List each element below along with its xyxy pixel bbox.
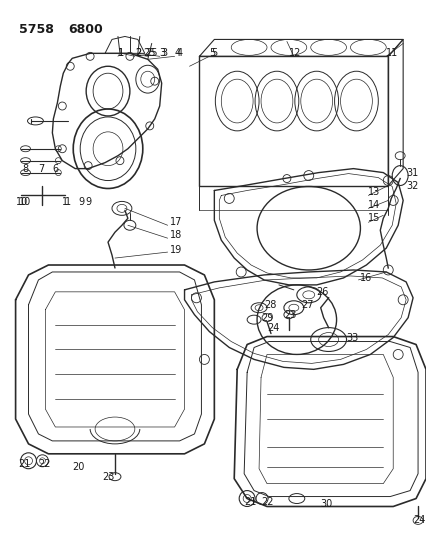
Text: 10: 10 [15,197,28,207]
Text: 22: 22 [39,459,51,469]
Text: 24: 24 [413,515,425,526]
Text: 22: 22 [261,497,273,506]
Text: 14: 14 [369,200,380,211]
Text: 31: 31 [406,167,419,177]
Text: 11: 11 [386,49,398,58]
Text: 15: 15 [369,213,381,223]
Text: 26: 26 [317,287,329,297]
Text: 16: 16 [360,273,373,283]
Text: 21: 21 [18,459,31,469]
Text: 24: 24 [267,322,279,333]
Text: 18: 18 [169,230,182,240]
Text: 21: 21 [244,497,256,506]
Text: 12: 12 [289,49,301,58]
Text: 23: 23 [102,472,114,482]
Text: 2: 2 [135,49,141,58]
Text: 25: 25 [143,49,155,58]
Text: 6800: 6800 [68,23,103,36]
Text: 5: 5 [209,49,216,58]
Text: 23: 23 [284,310,296,320]
Text: 8: 8 [23,164,29,174]
Text: 4: 4 [177,49,183,58]
Text: 5758: 5758 [18,23,54,36]
Text: 1: 1 [118,49,124,58]
Text: 27: 27 [301,300,313,310]
Text: 30: 30 [321,498,333,508]
Text: 1: 1 [62,197,68,207]
Text: 9: 9 [85,197,91,207]
Text: 10: 10 [18,197,31,207]
Text: 32: 32 [406,181,419,190]
Text: 2: 2 [135,49,141,58]
Text: 1: 1 [118,49,124,58]
Text: 33: 33 [347,333,359,343]
Text: 19: 19 [169,245,182,255]
Text: 25: 25 [145,49,157,58]
Text: 13: 13 [369,188,380,197]
Text: 17: 17 [169,217,182,227]
Text: 6: 6 [52,164,59,174]
Text: 20: 20 [72,462,85,472]
Text: 28: 28 [264,300,276,310]
Text: 1: 1 [65,197,71,207]
Text: 29: 29 [261,313,273,322]
Text: 3: 3 [162,49,168,58]
Text: 3: 3 [160,49,166,58]
Text: 4: 4 [175,49,181,58]
Text: 5: 5 [211,49,217,58]
Text: 7: 7 [39,164,45,174]
Text: 9: 9 [78,197,84,207]
